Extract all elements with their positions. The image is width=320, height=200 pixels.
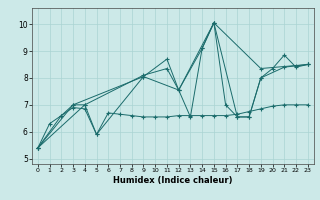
X-axis label: Humidex (Indice chaleur): Humidex (Indice chaleur) xyxy=(113,176,233,185)
